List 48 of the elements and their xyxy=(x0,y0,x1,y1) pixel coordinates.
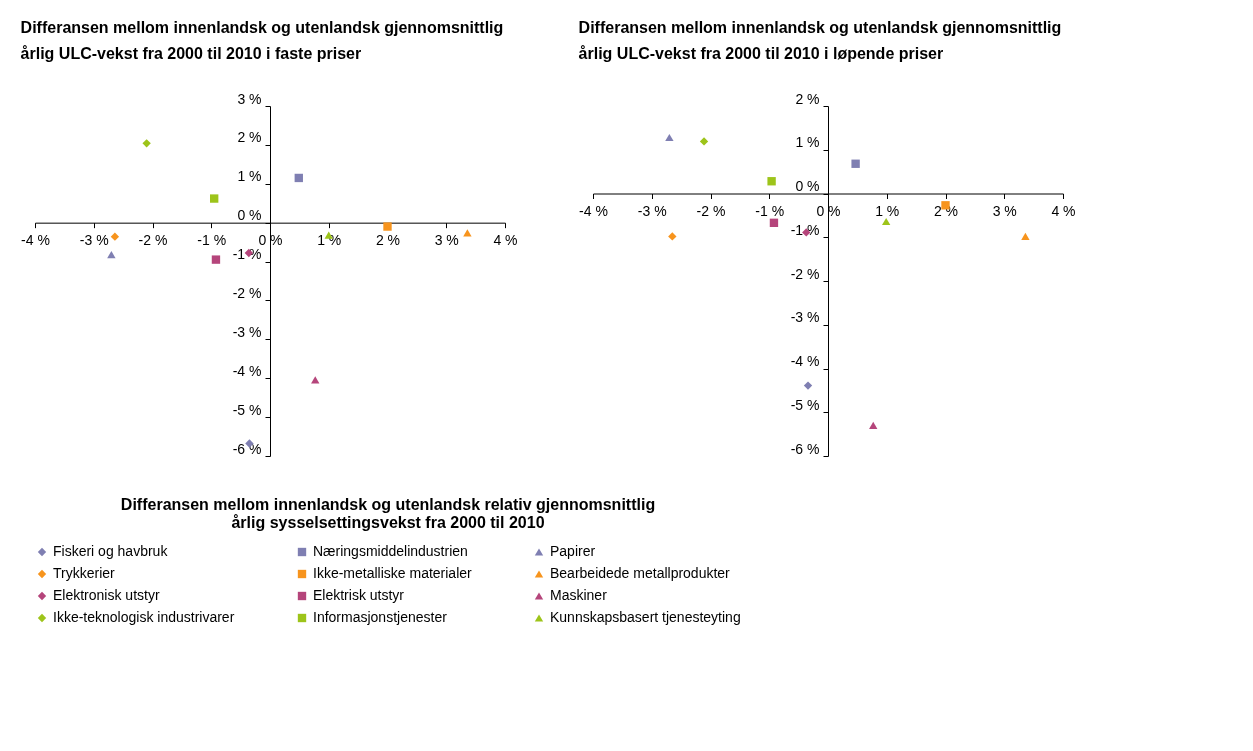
y-tick-label: -1 % xyxy=(790,221,820,238)
y-tick-label: 2 % xyxy=(237,129,262,146)
legend-label: Elektronisk utstyr xyxy=(53,587,160,603)
y-tick-label: -2 % xyxy=(790,265,820,282)
legend-label: Elektrisk utstyr xyxy=(313,587,405,603)
legend-label: Kunnskapsbasert tjenesteyting xyxy=(550,609,741,625)
y-tick-label: -2 % xyxy=(232,284,262,301)
y-tick-label: -6 % xyxy=(790,440,820,457)
x-tick-label: -1 % xyxy=(755,203,785,219)
y-tick-label: 1 % xyxy=(795,134,820,151)
y-tick-label: -3 % xyxy=(232,323,262,340)
x-tick-label: 3 % xyxy=(434,232,459,249)
x-tick-label: 3 % xyxy=(992,203,1017,219)
legend-label: Ikke-metalliske materialer xyxy=(313,565,473,581)
y-tick-label: -5 % xyxy=(232,401,262,418)
y-tick-label: -3 % xyxy=(790,309,820,326)
legend-label: Fiskeri og havbruk xyxy=(53,543,169,559)
x-tick-label: 0 % xyxy=(816,203,841,219)
x-tick-label: -4 % xyxy=(21,232,50,249)
x-tick-label: 4 % xyxy=(1051,203,1076,219)
x-tick-label: 2 % xyxy=(375,232,401,249)
y-tick-label: 1 % xyxy=(237,168,262,185)
x-tick-label: -3 % xyxy=(79,232,109,249)
x-tick-label: 0 % xyxy=(258,232,283,249)
legend-label: Ikke-teknologisk industrivarer xyxy=(53,609,235,625)
x-tick-label: -3 % xyxy=(637,203,667,219)
y-tick-label: -4 % xyxy=(232,362,262,379)
legend-label: Maskiner xyxy=(550,587,608,603)
y-tick-label: 3 % xyxy=(237,90,262,107)
y-tick-label: 0 % xyxy=(795,178,820,194)
y-tick-label: -4 % xyxy=(790,353,820,369)
x-tick-label: 1 % xyxy=(875,203,900,219)
legend-title: Differansen mellom innenlandsk og utenlandsk relativ gjennomsnittlig årlig sysselsettingsvekst fra 2000 til 2010 xyxy=(120,496,656,531)
x-tick-label: 4 % xyxy=(493,232,518,249)
x-tick-label: -2 % xyxy=(696,203,726,219)
legend-label: Bearbeidede metallprodukter xyxy=(550,565,731,581)
x-tick-label: -2 % xyxy=(138,232,168,249)
legend-label: Informasjonstjenester xyxy=(313,609,448,625)
x-tick-label: -1 % xyxy=(197,232,227,249)
y-tick-label: -5 % xyxy=(790,396,820,413)
y-tick-label: 2 % xyxy=(795,90,820,107)
legend-label: Næringsmiddelindustrien xyxy=(313,543,468,559)
legend-label: Papirer xyxy=(550,543,596,559)
chart-title: Differansen mellom innenlandsk og utenlandsk gjennomsnittlig årlig ULC-vekst fra 2000 til 2010 i løpende priser xyxy=(578,19,1062,62)
x-tick-label: -4 % xyxy=(579,203,608,219)
chart-title: Differansen mellom innenlandsk og utenlandsk gjennomsnittlig årlig ULC-vekst fra 2000 til 2010 i faste priser xyxy=(20,19,504,62)
x-tick-label: 1 % xyxy=(317,232,342,249)
legend-label: Trykkerier xyxy=(53,565,116,581)
